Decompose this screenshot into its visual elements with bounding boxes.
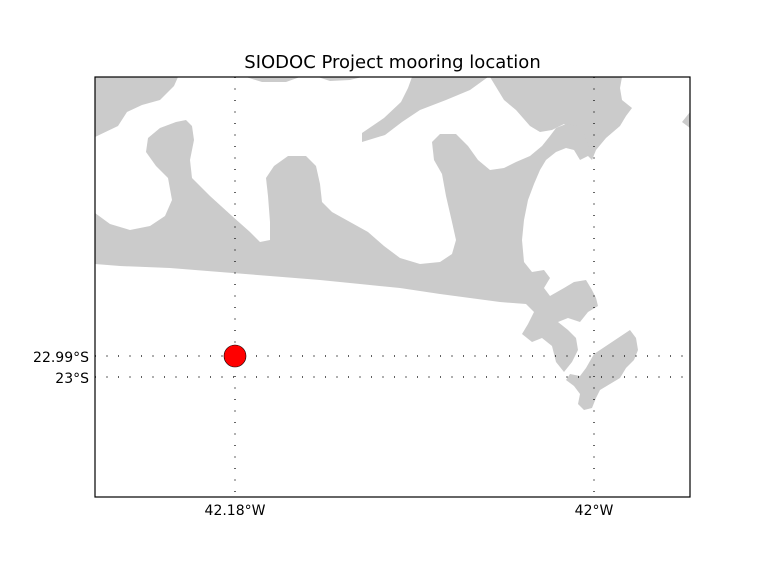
land-island-south — [566, 330, 638, 410]
mooring-marker[interactable] — [223, 344, 247, 368]
land-strip-top — [246, 77, 300, 82]
land-headland-top-left — [95, 77, 178, 137]
graticule — [95, 77, 690, 497]
map-frame — [94, 76, 691, 498]
meridian-label: 42°W — [575, 503, 614, 519]
meridian-label: 42.18°W — [205, 503, 266, 519]
land-strip-top-2 — [318, 77, 362, 81]
map-title: SIODOC Project mooring location — [244, 52, 541, 73]
land-layer — [95, 77, 690, 410]
parallel-label: 22.99°S — [33, 350, 89, 366]
land-cape-top-right — [490, 77, 632, 160]
land-spit-top — [362, 77, 488, 142]
land-coast-main — [95, 120, 598, 372]
parallel-label: 23°S — [55, 371, 89, 387]
